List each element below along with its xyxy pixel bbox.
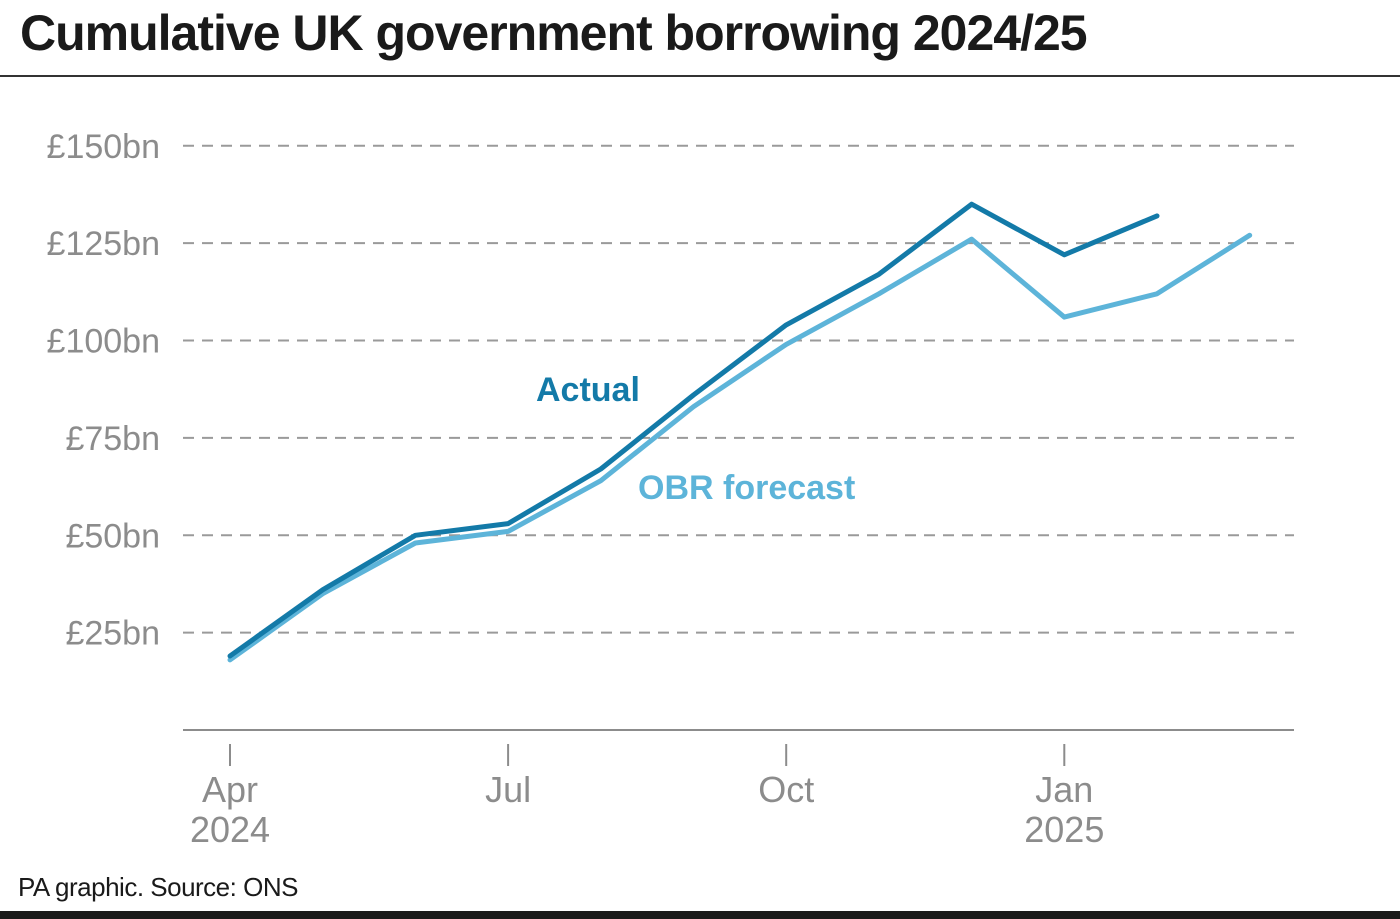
y-tick-label: £75bn <box>65 420 160 458</box>
series-label-actual: Actual <box>536 371 640 409</box>
y-tick-label: £25bn <box>65 615 160 653</box>
x-tick-year-label: 2024 <box>190 809 270 850</box>
x-tick-label: Jan <box>1035 769 1093 810</box>
source-note: PA graphic. Source: ONS <box>18 872 298 902</box>
chart-title: Cumulative UK government borrowing 2024/… <box>20 5 1088 61</box>
x-tick-label: Apr <box>202 769 258 810</box>
bottom-rule <box>0 911 1400 919</box>
series-line-actual <box>227 201 1160 659</box>
series-line-obr-forecast <box>227 232 1253 663</box>
y-axis-labels: £25bn £50bn £75bn £100bn £125bn £150bn <box>47 128 160 653</box>
x-tick-label: Jul <box>485 769 531 810</box>
x-tick-year-label: 2025 <box>1024 809 1104 850</box>
series-lines <box>227 201 1253 663</box>
y-tick-label: £50bn <box>65 517 160 555</box>
x-tick-label: Oct <box>758 769 814 810</box>
y-tick-label: £125bn <box>47 225 160 263</box>
line-chart: £25bn£50bn£75bn£100bn£125bn£150bn Apr202… <box>47 128 1294 850</box>
series-label-obr-forecast: OBR forecast <box>638 469 855 507</box>
y-tick-label: £100bn <box>47 323 160 361</box>
y-tick-label: £150bn <box>47 128 160 166</box>
gridlines <box>183 144 1294 634</box>
title-rule <box>0 75 1400 77</box>
